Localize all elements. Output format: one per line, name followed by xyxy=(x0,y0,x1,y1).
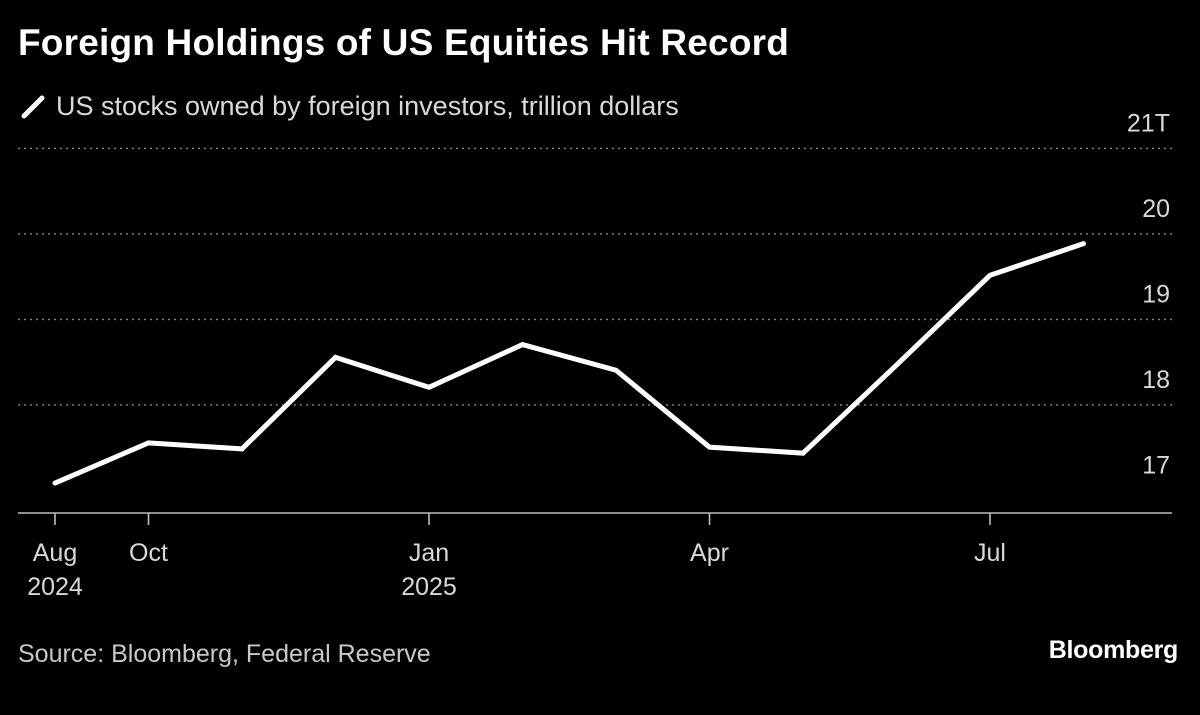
chart-legend: US stocks owned by foreign investors, tr… xyxy=(20,88,679,124)
series-line xyxy=(52,241,1086,486)
x-tick-sublabel: 2025 xyxy=(401,573,457,601)
legend-line-icon xyxy=(21,95,45,119)
chart-title: Foreign Holdings of US Equities Hit Reco… xyxy=(18,22,790,63)
x-tick-label: Aug xyxy=(33,539,77,567)
x-tick-label: Apr xyxy=(690,539,729,567)
y-tick-label: 19 xyxy=(1142,280,1170,308)
y-tick-label: 17 xyxy=(1142,451,1170,479)
x-tick-sublabel: 2024 xyxy=(27,573,83,601)
y-tick-label: 18 xyxy=(1142,366,1170,394)
source-note: Source: Bloomberg, Federal Reserve xyxy=(18,640,431,668)
y-tick-label: 20 xyxy=(1142,195,1170,223)
bloomberg-logo: Bloomberg xyxy=(1048,636,1179,664)
x-tick-label: Jan xyxy=(409,539,449,567)
x-tick-label: Jul xyxy=(974,539,1006,567)
y-tick-label: 21T xyxy=(1127,109,1170,137)
x-tick-label: Oct xyxy=(129,539,168,567)
legend-label: US stocks owned by foreign investors, tr… xyxy=(56,90,679,121)
